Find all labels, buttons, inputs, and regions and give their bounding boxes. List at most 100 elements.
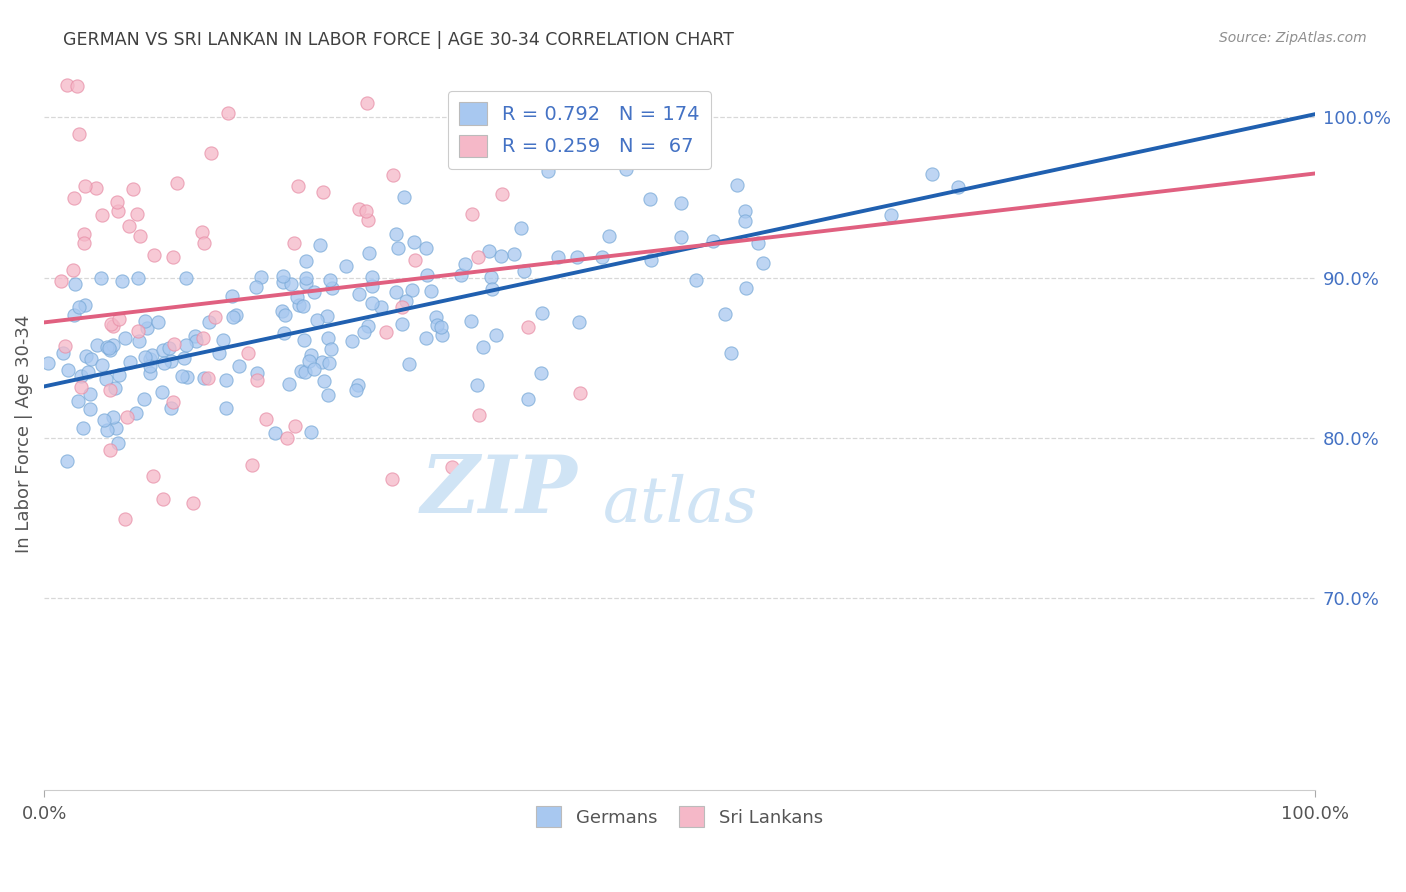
Point: [139, 366, 162, 380]
Point: [62, 308, 84, 322]
Point: [98, 383, 121, 397]
Point: [360, 279, 382, 293]
Point: [157, 341, 180, 355]
Point: [264, 426, 287, 441]
Point: [357, 213, 380, 227]
Point: [299, 425, 322, 439]
Point: [273, 326, 295, 340]
Point: [115, 410, 138, 425]
Point: [415, 241, 437, 255]
Point: [375, 325, 398, 339]
Point: [344, 383, 367, 397]
Point: [879, 208, 901, 222]
Point: [101, 319, 124, 334]
Point: [143, 248, 166, 262]
Point: [720, 345, 742, 359]
Point: [51, 274, 73, 288]
Point: [138, 351, 160, 366]
Point: [288, 298, 311, 312]
Point: [134, 314, 156, 328]
Point: [349, 287, 371, 301]
Point: [73, 236, 96, 251]
Point: [284, 419, 307, 434]
Point: [319, 342, 342, 356]
Point: [415, 268, 437, 283]
Point: [276, 431, 298, 445]
Point: [107, 204, 129, 219]
Point: [946, 180, 969, 194]
Point: [125, 207, 148, 221]
Point: [238, 346, 260, 360]
Point: [509, 221, 531, 235]
Point: [105, 194, 128, 209]
Point: [107, 435, 129, 450]
Point: [105, 420, 128, 434]
Text: GERMAN VS SRI LANKAN IN LABOR FORCE | AGE 30-34 CORRELATION CHART: GERMAN VS SRI LANKAN IN LABOR FORCE | AG…: [63, 31, 734, 49]
Point: [309, 238, 332, 252]
Point: [426, 318, 449, 332]
Point: [200, 146, 222, 161]
Point: [72, 420, 94, 434]
Point: [128, 334, 150, 349]
Point: [335, 259, 357, 273]
Y-axis label: In Labor Force | Age 30-34: In Labor Force | Age 30-34: [15, 315, 32, 553]
Point: [162, 251, 184, 265]
Point: [127, 270, 149, 285]
Point: [415, 331, 437, 345]
Point: [108, 311, 131, 326]
Point: [381, 473, 404, 487]
Point: [385, 227, 408, 242]
Point: [114, 331, 136, 345]
Point: [98, 343, 121, 358]
Point: [153, 356, 176, 370]
Point: [299, 348, 322, 362]
Point: [359, 246, 381, 260]
Point: [402, 235, 425, 249]
Point: [225, 308, 247, 322]
Point: [921, 167, 943, 181]
Point: [537, 163, 560, 178]
Point: [280, 277, 302, 291]
Point: [118, 219, 141, 233]
Point: [278, 377, 301, 392]
Point: [513, 264, 536, 278]
Point: [319, 273, 342, 287]
Point: [517, 392, 540, 407]
Point: [302, 362, 325, 376]
Point: [152, 491, 174, 506]
Point: [503, 247, 526, 261]
Point: [479, 270, 502, 285]
Point: [271, 304, 294, 318]
Point: [714, 308, 737, 322]
Point: [460, 314, 482, 328]
Point: [174, 271, 197, 285]
Point: [398, 357, 420, 371]
Legend: Germans, Sri Lankans: Germans, Sri Lankans: [529, 799, 830, 834]
Point: [391, 301, 413, 315]
Point: [316, 331, 339, 345]
Point: [51, 346, 73, 360]
Point: [240, 458, 263, 472]
Point: [271, 275, 294, 289]
Point: [174, 338, 197, 352]
Point: [63, 277, 86, 291]
Point: [86, 338, 108, 352]
Point: [134, 351, 156, 365]
Point: [274, 309, 297, 323]
Point: [103, 381, 125, 395]
Point: [295, 276, 318, 290]
Point: [62, 263, 84, 277]
Point: [132, 392, 155, 407]
Point: [370, 301, 392, 315]
Point: [485, 328, 508, 343]
Point: [347, 378, 370, 392]
Point: [53, 339, 76, 353]
Point: [454, 257, 477, 271]
Point: [163, 337, 186, 351]
Point: [90, 358, 112, 372]
Point: [250, 270, 273, 285]
Point: [191, 226, 214, 240]
Point: [356, 96, 378, 111]
Point: [69, 127, 91, 141]
Point: [547, 251, 569, 265]
